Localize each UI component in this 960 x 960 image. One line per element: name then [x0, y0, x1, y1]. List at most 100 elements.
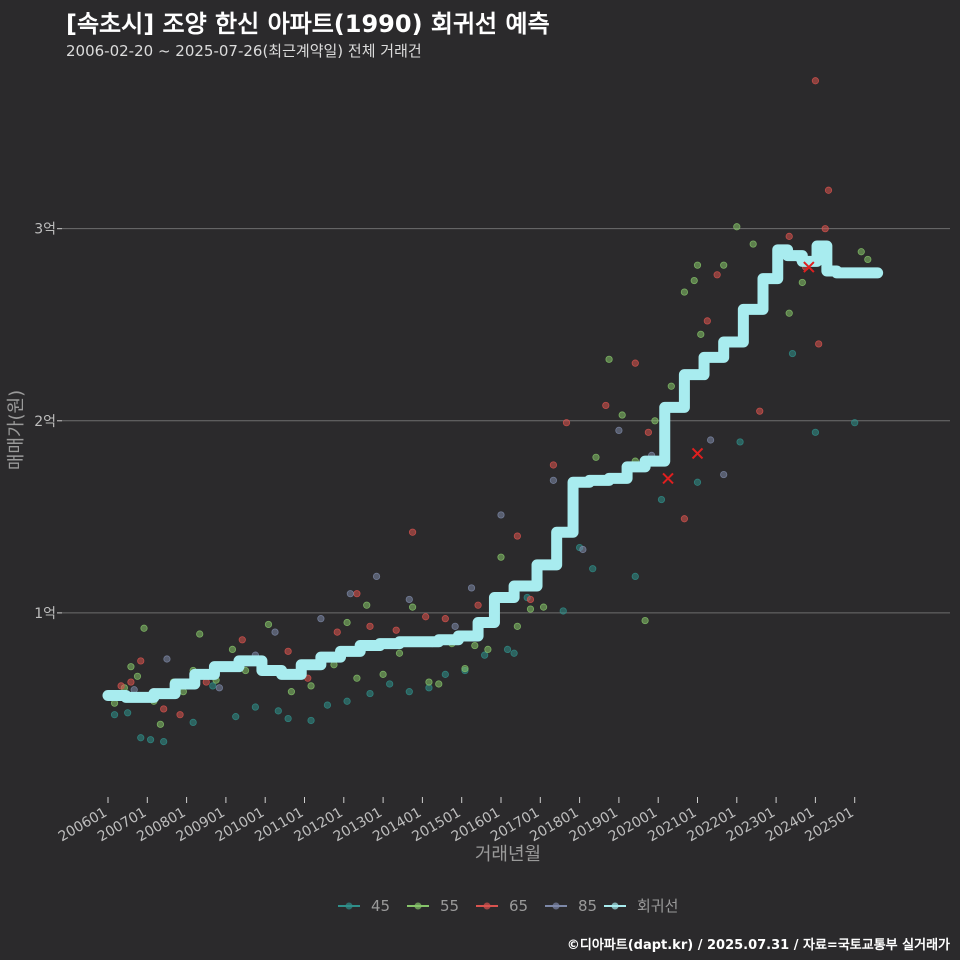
- legend-label: 회귀선: [637, 897, 678, 915]
- data-point-55: [343, 618, 351, 627]
- data-point-65: [137, 657, 145, 665]
- data-point-55: [264, 620, 273, 629]
- data-point-55: [140, 624, 148, 632]
- data-point-65: [703, 317, 711, 325]
- data-point-55: [435, 680, 443, 688]
- data-point-85: [271, 628, 279, 636]
- data-point-45: [631, 572, 639, 580]
- data-point-65: [117, 682, 125, 690]
- data-point-55: [785, 309, 793, 317]
- data-point-45: [736, 438, 744, 446]
- data-point-65: [631, 359, 639, 367]
- y-tick-label: 3억: [34, 222, 56, 238]
- data-point-45: [124, 709, 132, 717]
- y-axis-label: 매매가(원): [6, 390, 27, 470]
- data-point-85: [346, 590, 354, 598]
- data-point-55: [363, 601, 371, 609]
- data-point-65: [353, 590, 361, 598]
- data-point-65: [562, 419, 571, 427]
- data-point-45: [284, 714, 292, 723]
- data-point-65: [811, 77, 820, 85]
- data-point-45: [146, 736, 155, 744]
- data-point-45: [811, 428, 820, 436]
- data-point-55: [287, 688, 295, 696]
- x-tick-labels: 2006012007012008012009012010012011012012…: [56, 797, 857, 845]
- data-point-65: [680, 515, 689, 523]
- data-point-85: [405, 595, 413, 604]
- legend-item-회귀선: 회귀선: [604, 897, 678, 915]
- data-point-65: [333, 628, 341, 636]
- legend-label: 55: [440, 897, 459, 915]
- data-point-85: [579, 545, 587, 554]
- credit-text: ©디아파트(dapt.kr) / 2025.07.31 / 자료=국토교통부 실…: [566, 938, 950, 953]
- data-point-55: [156, 720, 164, 728]
- y-tick-label: 2억: [34, 414, 56, 430]
- data-point-65: [176, 711, 184, 719]
- chart-subtitle: 2006-02-20 ~ 2025-07-26(최근계약일) 전체 거래건: [66, 42, 422, 60]
- y-tick-label: 1억: [34, 606, 56, 622]
- data-point-65: [549, 461, 558, 469]
- data-point-55: [749, 240, 757, 248]
- legend-dot: [345, 902, 353, 910]
- data-point-55: [497, 553, 505, 561]
- data-point-55: [592, 453, 600, 461]
- data-point-55: [693, 261, 702, 269]
- data-point-65: [366, 622, 374, 630]
- x-axis-label: 거래년월: [475, 844, 541, 865]
- data-point-85: [549, 476, 558, 484]
- data-point-65: [713, 271, 721, 279]
- data-point-55: [353, 674, 361, 682]
- legend-item-65: 65: [476, 897, 528, 915]
- data-point-65: [526, 595, 535, 604]
- data-point-55: [857, 248, 865, 256]
- data-point-55: [526, 605, 535, 613]
- data-point-45: [366, 689, 374, 698]
- data-point-85: [497, 511, 505, 519]
- data-point-85: [720, 470, 728, 479]
- data-point-65: [815, 340, 823, 348]
- data-point-65: [602, 401, 610, 410]
- data-point-55: [720, 261, 728, 269]
- legend-item-55: 55: [407, 897, 459, 915]
- data-point-55: [307, 682, 315, 690]
- data-point-45: [251, 703, 259, 711]
- data-point-55: [798, 278, 806, 287]
- data-point-55: [651, 417, 659, 425]
- legend-dot: [552, 902, 560, 910]
- data-point-45: [343, 697, 351, 705]
- data-point-55: [605, 355, 613, 363]
- data-point-45: [232, 713, 240, 721]
- data-point-85: [706, 436, 715, 444]
- grid-lines: [62, 228, 950, 614]
- data-point-65: [821, 225, 829, 233]
- cancel-stroke: [803, 261, 815, 273]
- data-point-55: [196, 630, 204, 638]
- data-point-65: [785, 232, 793, 240]
- data-point-55: [618, 411, 626, 419]
- cancelled-deal-marker: [691, 447, 704, 460]
- cancelled-deal-marker: [803, 261, 815, 273]
- data-point-85: [215, 684, 223, 692]
- data-point-45: [788, 349, 797, 358]
- data-point-55: [471, 641, 479, 650]
- data-point-45: [503, 645, 512, 653]
- data-point-65: [160, 705, 168, 713]
- data-point-45: [110, 711, 119, 719]
- data-point-55: [408, 603, 417, 611]
- regression-path: [102, 240, 884, 703]
- data-point-55: [379, 670, 387, 678]
- legend-label: 85: [578, 897, 597, 915]
- data-point-45: [405, 688, 413, 696]
- data-point-85: [163, 655, 171, 663]
- data-point-45: [693, 478, 702, 486]
- chart-title: [속초시] 조양 한신 아파트(1990) 회귀선 예측: [66, 10, 550, 38]
- data-point-85: [451, 622, 459, 630]
- data-point-45: [589, 565, 597, 573]
- cancelled-markers: [662, 261, 815, 485]
- data-point-65: [824, 186, 833, 194]
- data-point-65: [392, 626, 400, 634]
- legend-dot: [414, 902, 422, 910]
- data-point-85: [372, 572, 381, 580]
- data-point-65: [474, 601, 482, 609]
